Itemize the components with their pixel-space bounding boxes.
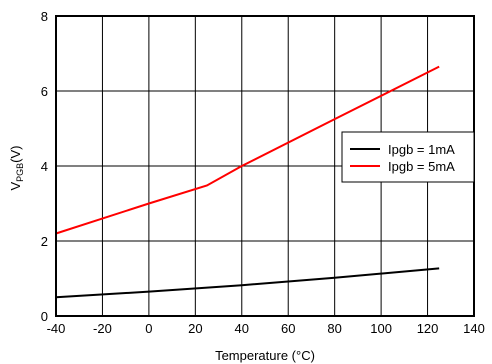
y-tick-label: 0 [41, 309, 48, 324]
x-axis-title: Temperature (°C) [215, 348, 315, 363]
x-tick-label: 140 [463, 321, 485, 336]
x-tick-label: -40 [47, 321, 66, 336]
y-axis-title-unit: (V) [8, 145, 23, 162]
x-tick-label: 60 [281, 321, 295, 336]
y-tick-labels: 0 2 4 6 8 [41, 9, 48, 324]
x-tick-label: 120 [417, 321, 439, 336]
y-axis-title: VPGB(V) [8, 145, 25, 190]
x-tick-label: 100 [370, 321, 392, 336]
y-tick-label: 8 [41, 9, 48, 24]
legend: Ipgb = 1mA Ipgb = 5mA [341, 131, 475, 183]
y-axis-title-sub: PGB [15, 163, 25, 182]
x-tick-label: 0 [145, 321, 152, 336]
series-layer [55, 65, 440, 299]
x-tick-label: 20 [188, 321, 202, 336]
x-tick-label: 80 [327, 321, 341, 336]
x-tick-label: 40 [235, 321, 249, 336]
y-tick-label: 4 [41, 159, 48, 174]
y-tick-label: 6 [41, 84, 48, 99]
x-tick-labels: -40 -20 0 20 40 60 80 100 120 140 [47, 321, 485, 336]
legend-box [341, 131, 475, 183]
x-tick-label: -20 [93, 321, 112, 336]
legend-label: Ipgb = 5mA [388, 159, 455, 174]
y-tick-label: 2 [41, 234, 48, 249]
y-axis-title-main: V [8, 182, 23, 191]
series-line-2 [55, 65, 440, 235]
series-line-1 [55, 267, 440, 299]
legend-label: Ipgb = 1mA [388, 142, 455, 157]
